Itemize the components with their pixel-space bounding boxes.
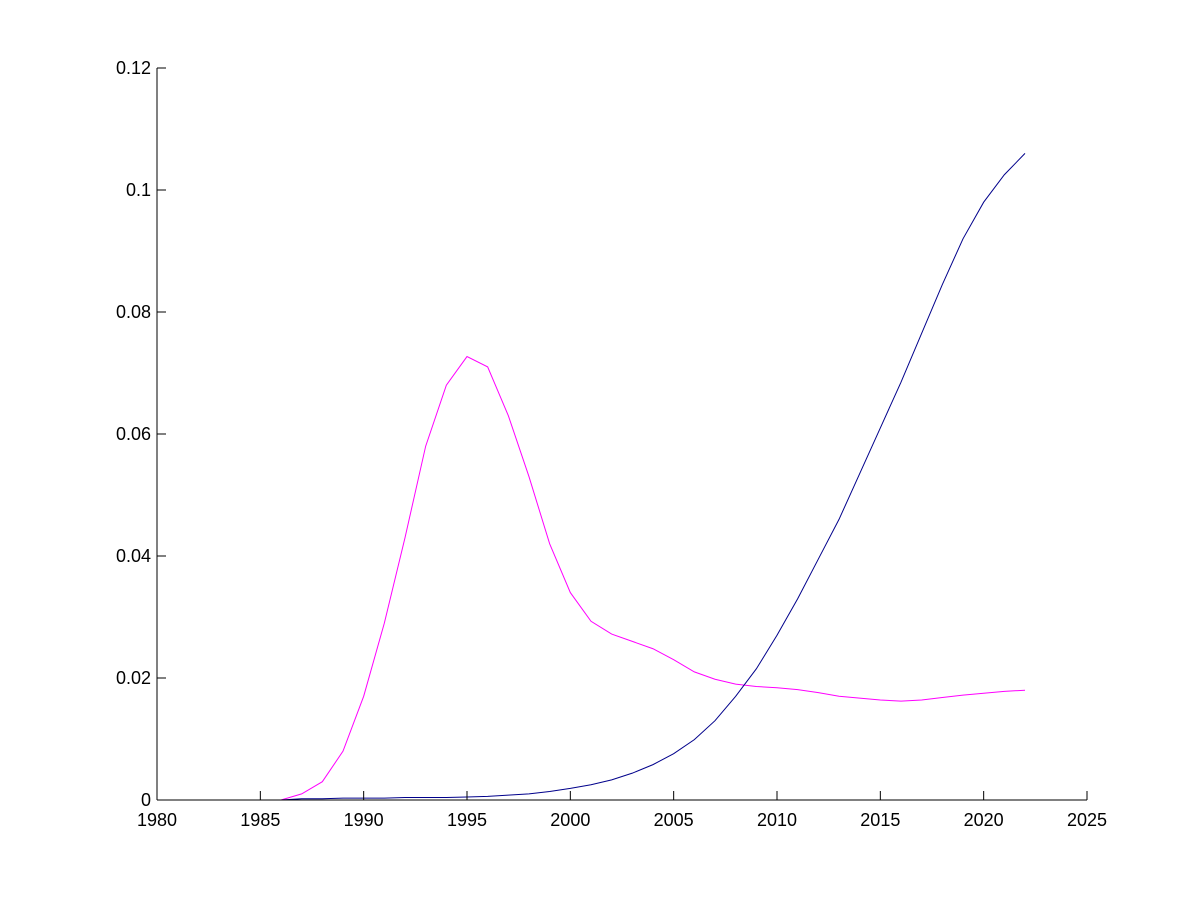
x-tick-label: 2020 <box>964 810 1004 830</box>
x-tick-label: 1990 <box>344 810 384 830</box>
series-line <box>157 153 1026 801</box>
series-line <box>157 355 1026 801</box>
y-tick-label: 0.06 <box>116 424 151 444</box>
x-tick-label: 2005 <box>654 810 694 830</box>
x-tick-label: 2015 <box>860 810 900 830</box>
x-tick-label: 2010 <box>757 810 797 830</box>
x-tick-label: 2025 <box>1067 810 1107 830</box>
y-tick-label: 0.02 <box>116 668 151 688</box>
x-tick-label: 2000 <box>550 810 590 830</box>
y-tick-label: 0.1 <box>126 180 151 200</box>
x-tick-label: 1985 <box>240 810 280 830</box>
x-tick-label: 1980 <box>137 810 177 830</box>
x-tick-label: 1995 <box>447 810 487 830</box>
y-tick-label: 0 <box>141 790 151 810</box>
y-tick-label: 0.08 <box>116 302 151 322</box>
y-tick-label: 0.04 <box>116 546 151 566</box>
y-tick-label: 0.12 <box>116 58 151 78</box>
